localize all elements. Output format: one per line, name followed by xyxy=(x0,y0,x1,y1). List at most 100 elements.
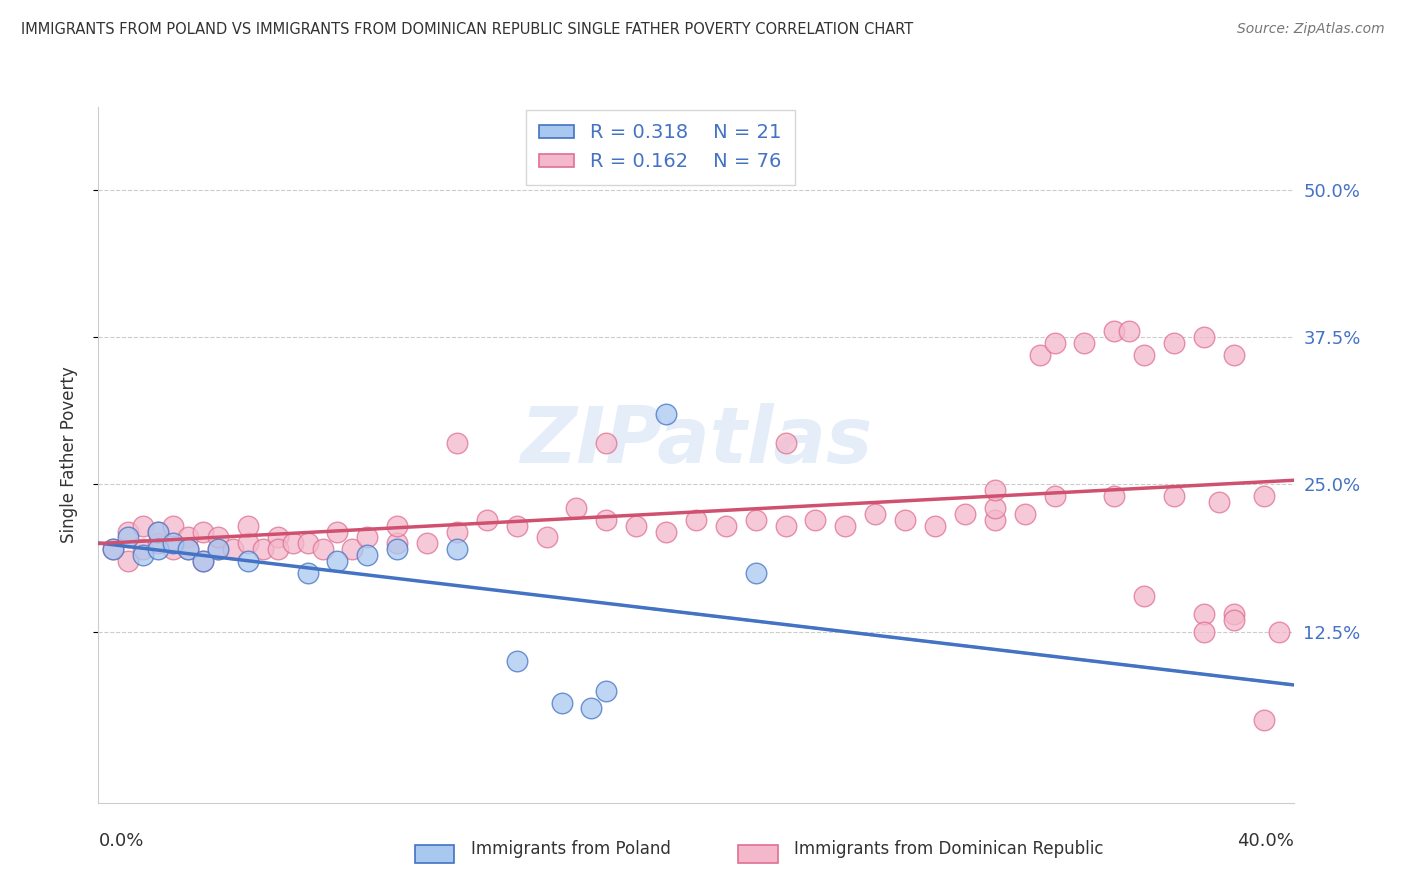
Point xyxy=(1014,507,1036,521)
Point xyxy=(207,542,229,557)
FancyBboxPatch shape xyxy=(738,845,778,863)
Point xyxy=(385,536,409,550)
Point xyxy=(595,436,617,450)
Point xyxy=(252,542,274,557)
Point xyxy=(311,542,333,557)
Point xyxy=(385,518,409,533)
Point xyxy=(297,536,319,550)
Point xyxy=(1163,489,1185,503)
Point xyxy=(446,524,468,539)
Point xyxy=(775,436,797,450)
Text: Source: ZipAtlas.com: Source: ZipAtlas.com xyxy=(1237,22,1385,37)
Point xyxy=(595,683,617,698)
Point xyxy=(714,518,737,533)
Point xyxy=(1043,489,1066,503)
Point xyxy=(446,542,468,557)
Point xyxy=(222,542,245,557)
Point xyxy=(1028,348,1050,362)
Point xyxy=(565,500,588,515)
Point xyxy=(804,513,827,527)
Point xyxy=(475,513,498,527)
Point xyxy=(207,542,229,557)
Point xyxy=(745,566,768,580)
Point xyxy=(1073,335,1095,350)
Point xyxy=(177,531,200,545)
Point xyxy=(148,536,170,550)
Text: Immigrants from Poland: Immigrants from Poland xyxy=(471,840,671,858)
Point xyxy=(1223,607,1246,621)
Point xyxy=(506,518,529,533)
Text: IMMIGRANTS FROM POLAND VS IMMIGRANTS FROM DOMINICAN REPUBLIC SINGLE FATHER POVER: IMMIGRANTS FROM POLAND VS IMMIGRANTS FRO… xyxy=(21,22,914,37)
Point xyxy=(148,524,170,539)
Point xyxy=(385,542,409,557)
Point xyxy=(281,536,304,550)
Point xyxy=(236,554,259,568)
Point xyxy=(655,524,678,539)
Point xyxy=(148,542,170,557)
Point xyxy=(326,554,349,568)
Point xyxy=(1223,348,1246,362)
Y-axis label: Single Father Poverty: Single Father Poverty xyxy=(59,367,77,543)
Point xyxy=(177,542,200,557)
Point xyxy=(1192,607,1215,621)
Point xyxy=(1133,590,1156,604)
Point xyxy=(132,542,155,557)
Point xyxy=(655,407,678,421)
Point xyxy=(297,566,319,580)
Point xyxy=(342,542,364,557)
Point xyxy=(191,554,214,568)
Point xyxy=(536,531,558,545)
Point xyxy=(1192,330,1215,344)
Point xyxy=(117,554,139,568)
Point xyxy=(356,531,378,545)
Point xyxy=(236,536,259,550)
Point xyxy=(117,524,139,539)
Legend: R = 0.318    N = 21, R = 0.162    N = 76: R = 0.318 N = 21, R = 0.162 N = 76 xyxy=(526,110,794,185)
Point xyxy=(103,542,125,557)
Point xyxy=(595,513,617,527)
Text: Immigrants from Dominican Republic: Immigrants from Dominican Republic xyxy=(794,840,1104,858)
Point xyxy=(1104,489,1126,503)
Point xyxy=(267,542,290,557)
Point xyxy=(1253,489,1275,503)
Point xyxy=(236,518,259,533)
Point xyxy=(984,500,1007,515)
Point xyxy=(984,483,1007,498)
Point xyxy=(207,531,229,545)
Point xyxy=(162,542,184,557)
Point xyxy=(745,513,768,527)
Point xyxy=(1118,324,1140,338)
Text: ZIPatlas: ZIPatlas xyxy=(520,403,872,479)
Point xyxy=(1267,624,1289,639)
Point xyxy=(1223,613,1246,627)
Point xyxy=(1192,624,1215,639)
Point xyxy=(177,542,200,557)
Point xyxy=(117,531,139,545)
Point xyxy=(865,507,887,521)
Point xyxy=(953,507,976,521)
Point xyxy=(581,701,603,715)
Point xyxy=(1163,335,1185,350)
Point xyxy=(446,436,468,450)
Text: 0.0%: 0.0% xyxy=(98,832,143,850)
Point xyxy=(1253,713,1275,727)
Point xyxy=(132,548,155,562)
Point xyxy=(326,524,349,539)
Point xyxy=(267,531,290,545)
Text: 40.0%: 40.0% xyxy=(1237,832,1294,850)
Point xyxy=(1104,324,1126,338)
Point xyxy=(1208,495,1230,509)
Point xyxy=(132,518,155,533)
Point xyxy=(1133,348,1156,362)
Point xyxy=(162,518,184,533)
Point xyxy=(924,518,946,533)
Point xyxy=(626,518,648,533)
Point xyxy=(191,524,214,539)
Point xyxy=(550,696,572,710)
Point xyxy=(506,654,529,668)
Point xyxy=(356,548,378,562)
Point xyxy=(103,542,125,557)
Point xyxy=(775,518,797,533)
Point xyxy=(416,536,439,550)
Point xyxy=(1043,335,1066,350)
